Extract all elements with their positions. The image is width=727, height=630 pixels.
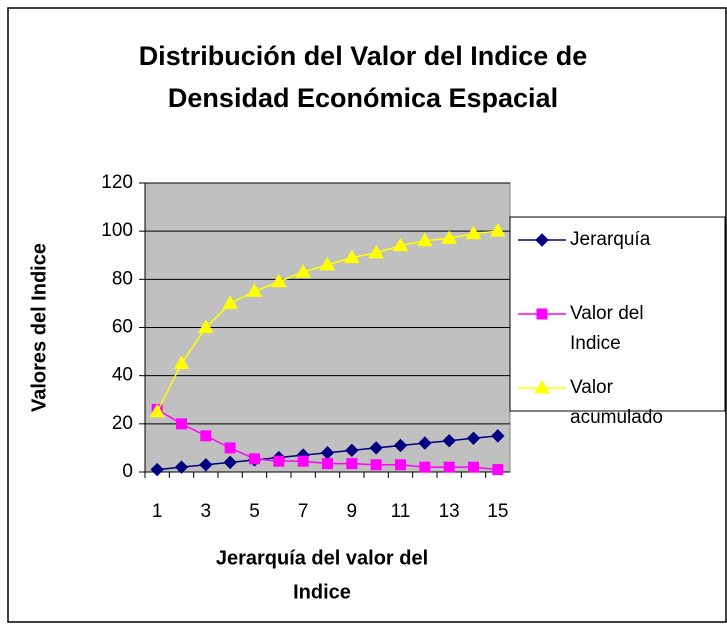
marker [249,453,260,465]
marker [173,355,190,370]
marker [199,458,213,472]
marker [322,458,333,470]
marker [491,429,505,443]
y-axis-label: Valores del Indice [28,243,50,412]
marker [465,225,482,240]
marker [319,256,336,271]
y-tick-label: 80 [112,268,133,289]
y-tick-label: 60 [112,317,133,338]
x-tick-label: 15 [487,501,508,522]
marker [176,418,187,430]
legend-label-line: Valor del [570,303,644,324]
marker [536,308,548,320]
marker [368,244,385,259]
y-tick-label: 120 [101,172,133,193]
legend-label: Valor acumulado [570,377,663,428]
marker [418,436,432,450]
x-tick-label: 5 [249,501,260,522]
marker [492,464,504,476]
marker [270,273,287,288]
marker [246,283,263,297]
marker [345,443,359,458]
marker [468,461,479,473]
marker [370,459,382,471]
marker [393,438,408,453]
marker [535,233,549,247]
marker [343,249,360,264]
marker [200,430,212,442]
legend-label: Jerarquía [570,229,651,250]
marker [297,455,309,467]
marker [466,431,481,445]
marker [273,455,285,467]
marker [392,237,409,252]
marker [150,462,164,477]
legend-label-line: Valor [570,377,614,398]
marker [416,232,433,247]
chart-title: Distribución del Valor del Indice de [139,41,588,71]
x-tick-label: 9 [347,501,358,522]
marker [174,460,189,474]
marker [395,459,406,471]
x-axis-label: Jerarquía del valor del [216,547,428,569]
y-tick-label: 100 [101,220,133,241]
marker [489,223,506,237]
x-tick-label: 13 [439,501,460,522]
y-tick-label: 40 [112,365,133,386]
marker [441,230,458,244]
legend-label-line: acumulado [570,407,663,428]
marker [442,433,456,448]
x-tick-label: 7 [298,501,309,522]
chart-title: Densidad Económica Espacial [168,83,558,113]
marker [443,461,455,473]
y-tick-label: 0 [122,461,133,482]
marker [223,455,237,470]
legend-label: Valor del Indice [570,303,644,354]
marker [295,264,312,278]
marker [346,458,358,470]
marker [534,380,550,394]
marker [419,461,431,473]
marker [224,442,236,454]
marker [222,295,239,309]
marker [197,319,214,333]
x-tick-label: 1 [152,501,163,522]
marker [369,441,383,455]
y-tick-label: 20 [112,413,133,434]
legend-label-line: Indice [570,333,621,354]
x-tick-label: 11 [391,501,411,522]
marker [149,403,166,418]
x-tick-label: 3 [201,501,212,522]
x-axis-label: Indice [293,581,351,603]
